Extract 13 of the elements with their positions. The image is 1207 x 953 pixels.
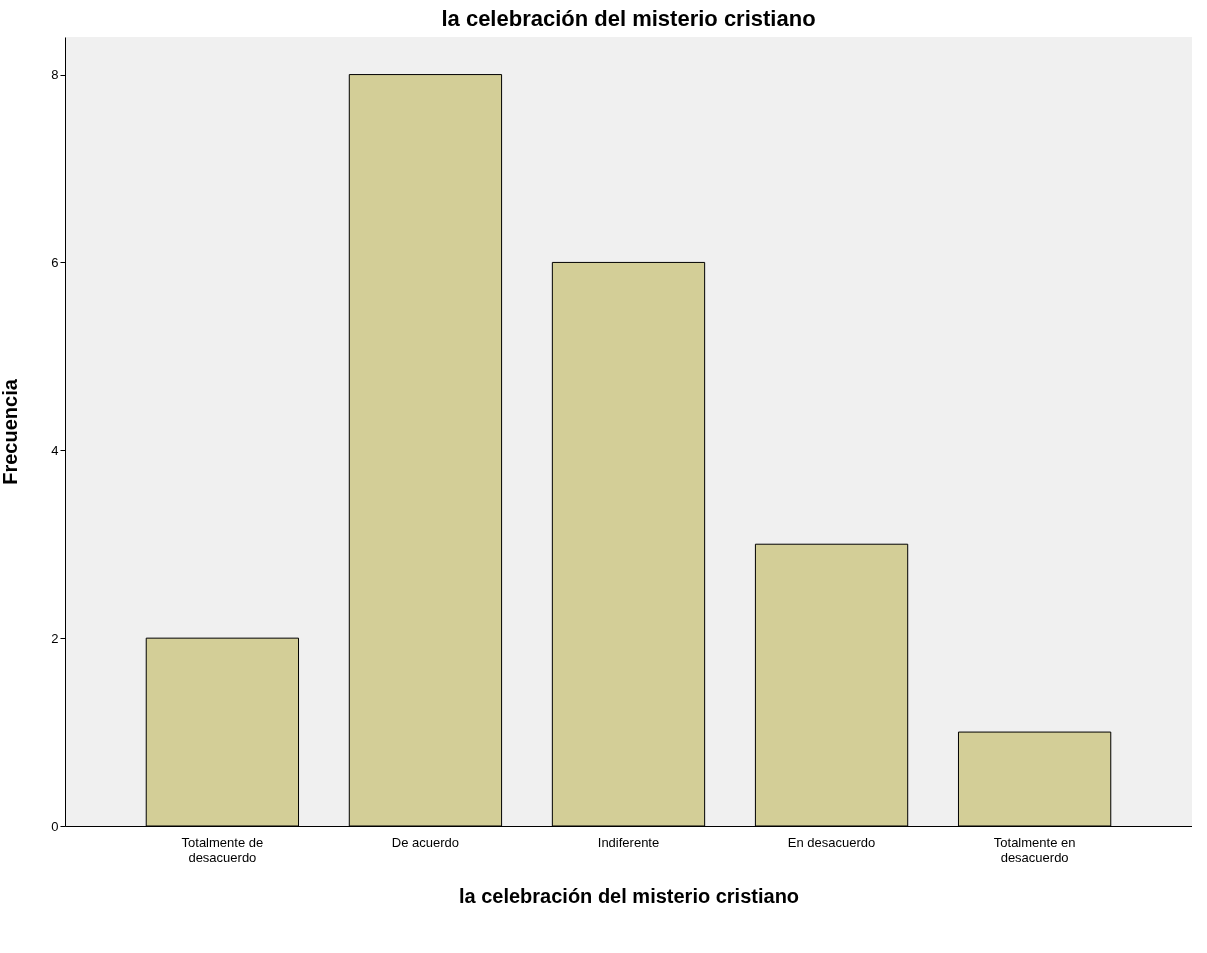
y-tick-label: 8 — [51, 67, 59, 83]
chart-title: la celebración del misterio cristiano — [441, 6, 816, 31]
y-axis-title: Frecuencia — [0, 378, 22, 485]
y-tick-label: 0 — [51, 818, 59, 834]
x-tick-label: Totalmente en desacuerdo — [993, 834, 1076, 865]
x-tick-label: En desacuerdo — [787, 834, 876, 850]
x-tick-label: Totalmente de desacuerdo — [181, 834, 264, 865]
y-tick-label: 2 — [51, 630, 59, 646]
x-tick-label: Indiferente — [597, 834, 660, 850]
x-axis-title: la celebración del misterio cristiano — [458, 884, 800, 907]
y-tick-label: 6 — [51, 254, 59, 270]
y-tick-label: 4 — [51, 442, 59, 458]
x-tick-label: De acuerdo — [391, 834, 460, 850]
